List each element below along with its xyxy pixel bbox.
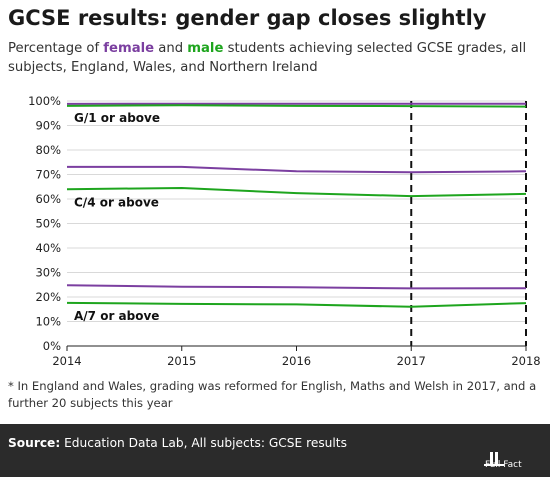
band-label: A/7 or above [74,309,159,323]
series-lines [66,102,527,308]
logo-bar [495,452,498,464]
y-tick-label: 0% [43,339,61,353]
subtitle-pre: Percentage of [8,41,104,56]
full-fact-logo: Full Fact [484,452,522,470]
y-tick-label: 40% [35,241,61,255]
male-series-line [66,186,527,198]
logo-wordmark: Full Fact [485,460,522,470]
male-series-line [66,104,527,108]
chart-subtitle: Percentage of female and male students a… [8,39,548,77]
band-label: C/4 or above [74,196,159,210]
y-tick-label: 80% [35,143,61,157]
x-tick-label: 2016 [282,354,311,368]
source-detail: Education Data Lab, All subjects: GCSE r… [60,436,347,450]
source-text: Source: Education Data Lab, All subjects… [8,436,347,450]
y-tick-label: 60% [35,192,61,206]
female-series-line [66,284,527,290]
logo-base [484,464,504,466]
gridlines [67,100,526,322]
female-series-line [67,165,527,174]
band-labels: G/1 or above C/4 or above A/7 or above [74,111,160,323]
x-tick-label: 2017 [397,354,426,368]
logo-bar [490,452,493,464]
x-tick-label: 2014 [52,354,81,368]
subtitle-mid: and [154,41,188,56]
y-tick-label: 70% [35,168,61,182]
source-label: Source: [8,436,61,450]
y-tick-label: 50% [35,217,61,231]
y-tick-label: 10% [35,315,61,329]
x-tick-label: 2018 [511,354,540,368]
subtitle-male-keyword: male [187,41,224,56]
subtitle-female-keyword: female [103,41,155,56]
band-label: G/1 or above [74,111,160,125]
y-tick-label: 90% [35,119,61,133]
y-tick-label: 100% [28,94,61,108]
y-tick-label: 30% [35,266,61,280]
male-series-line [66,301,527,308]
line-chart: G/1 or above C/4 or above A/7 or above 0% 1… [28,94,541,368]
reform-markers [410,101,527,346]
y-tick-label: 20% [35,290,61,304]
chart-title: GCSE results: gender gap closes slightly [8,6,487,30]
axes: 0% 10% 20% 30% 40% 50% 60% 70% 80% 90% 100% 2014 201… [28,94,541,368]
x-tick-label: 2015 [167,354,196,368]
footnote: * In England and Wales, grading was refo… [8,379,537,410]
subtitle-post: students achieving selected GCSE grades,… [8,41,527,75]
source-bar: Source: Education Data Lab, All subjects… [0,424,550,477]
